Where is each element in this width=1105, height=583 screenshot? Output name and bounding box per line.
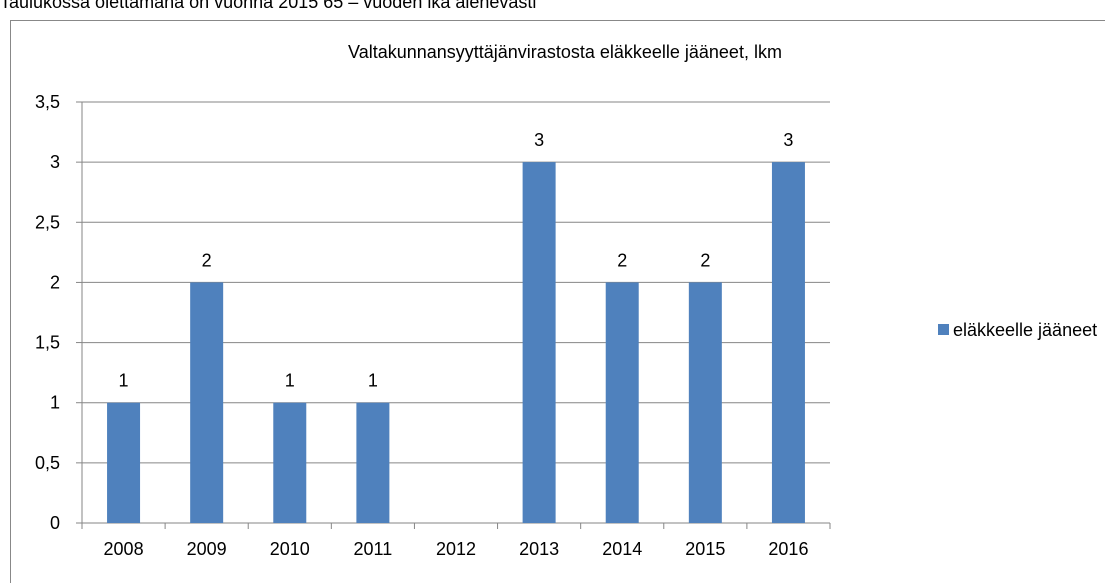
x-tick-label: 2010	[270, 539, 310, 559]
y-tick-label: 1,5	[35, 333, 60, 353]
data-label: 2	[700, 250, 710, 270]
y-tick-label: 3	[50, 152, 60, 172]
data-label: 3	[534, 130, 544, 150]
y-tick-label: 0,5	[35, 453, 60, 473]
header-text: Taulukossa olettamana on vuonna 2015 65 …	[0, 0, 536, 12]
data-label: 1	[368, 371, 378, 391]
bar	[190, 282, 224, 523]
legend-swatch	[938, 324, 949, 335]
y-tick-label: 1	[50, 393, 60, 413]
data-label: 1	[285, 371, 295, 391]
x-tick-label: 2014	[602, 539, 642, 559]
chart-title: Valtakunnansyyttäjänvirastosta eläkkeell…	[348, 42, 782, 62]
data-label: 2	[202, 250, 212, 270]
legend-label: eläkkeelle jääneet	[953, 320, 1097, 340]
x-tick-label: 2015	[685, 539, 725, 559]
x-tick-label: 2011	[354, 539, 393, 559]
data-label: 3	[783, 130, 793, 150]
bar	[107, 402, 141, 523]
bar	[356, 402, 390, 523]
bar	[771, 162, 805, 523]
x-tick-label: 2016	[768, 539, 808, 559]
y-tick-label: 2,5	[35, 212, 60, 232]
x-tick-label: 2008	[104, 539, 144, 559]
x-tick-label: 2012	[436, 539, 476, 559]
bar	[688, 282, 722, 523]
y-tick-label: 3,5	[35, 92, 60, 112]
bar	[522, 162, 556, 523]
chart-frame	[10, 20, 1105, 583]
x-tick-label: 2013	[519, 539, 559, 559]
bar	[605, 282, 639, 523]
data-label: 1	[119, 371, 129, 391]
y-tick-label: 0	[50, 513, 60, 533]
bar	[273, 402, 307, 523]
y-tick-label: 2	[50, 272, 60, 292]
data-label: 2	[617, 250, 627, 270]
x-tick-label: 2009	[187, 539, 227, 559]
